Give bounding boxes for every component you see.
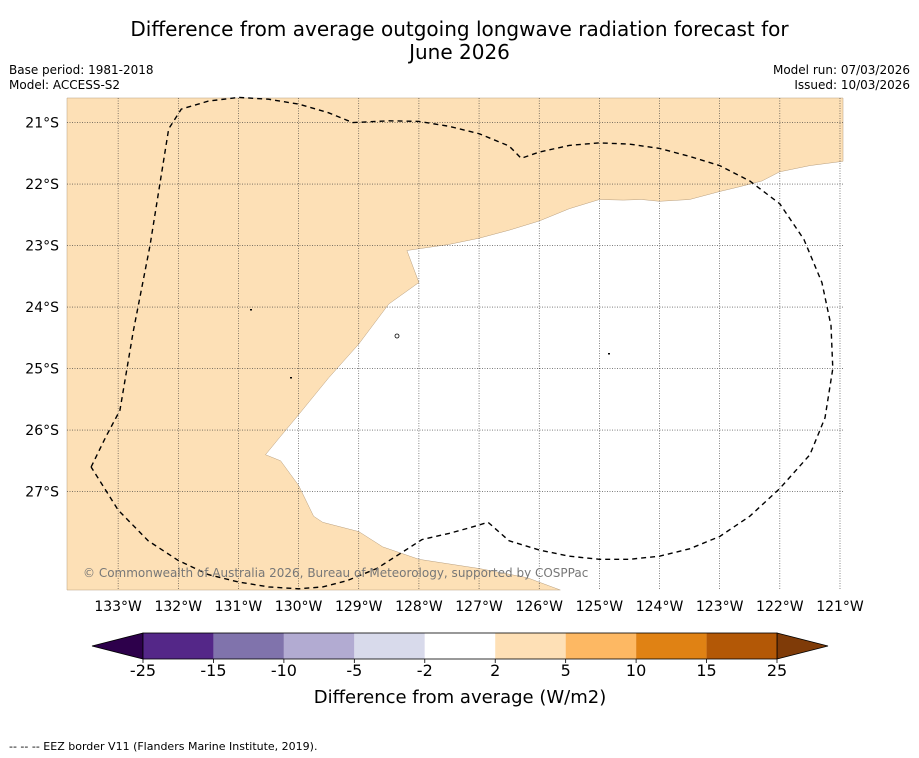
longitude-tick-label: 122°W: [756, 599, 804, 615]
colorbar-tick-label: -2: [417, 661, 433, 680]
title-line-1: Difference from average outgoing longwav…: [130, 17, 789, 41]
longitude-tick-label: 131°W: [215, 599, 263, 615]
latitude-tick-label: 27°S: [25, 485, 59, 501]
latitude-tick-label: 26°S: [25, 423, 59, 439]
colorbar-bin: [424, 633, 496, 659]
island-specks: [250, 309, 610, 379]
longitude-tick-labels: 133°W 132°W 131°W 130°W 129°W 128°W 127°W 126°W…: [94, 599, 864, 615]
colorbar-over-arrow: [776, 632, 829, 660]
anomaly-regions: [66, 97, 844, 591]
latitude-tick-label: 24°S: [25, 300, 59, 316]
colorbar-tick-label: -15: [200, 661, 226, 680]
longitude-tick-label: 128°W: [395, 599, 443, 615]
colorbar-bin: [283, 633, 355, 659]
colorbar-tick-label: 25: [767, 661, 787, 680]
colorbar-bin: [495, 633, 566, 659]
meta-right: Model run: 07/03/2026 Issued: 10/03/2026: [773, 63, 910, 93]
latitude-tick-labels: 21°S 22°S 23°S 24°S 25°S 26°S 27°S: [25, 116, 59, 501]
title-line-2: June 2026: [409, 40, 510, 64]
footnote: -- -- -- EEZ border V11 (Flanders Marine…: [9, 740, 318, 753]
longitude-tick-label: 125°W: [576, 599, 624, 615]
longitude-tick-label: 126°W: [515, 599, 563, 615]
latitude-tick-label: 23°S: [25, 239, 59, 255]
longitude-tick-label: 130°W: [275, 599, 323, 615]
island-speck: [394, 333, 400, 339]
longitude-tick-label: 129°W: [335, 599, 383, 615]
base-period: Base period: 1981-2018: [9, 63, 154, 77]
colorbar-tick-label: 5: [561, 661, 571, 680]
colorbar-tick-label: -10: [271, 661, 297, 680]
model-name: Model: ACCESS-S2: [9, 78, 121, 92]
colorbar-label: Difference from average (W/m2): [314, 687, 606, 708]
colorbar-tick-label: 2: [490, 661, 500, 680]
colorbar-tick-label: -25: [130, 661, 156, 680]
colorbar-under-arrow: [91, 632, 144, 660]
model-run: Model run: 07/03/2026: [772, 63, 910, 77]
island-speck: [290, 377, 292, 379]
longitude-tick-label: 133°W: [94, 599, 142, 615]
colorbar-bin: [213, 633, 284, 659]
latitude-tick-label: 22°S: [25, 177, 59, 193]
colorbar: -25 -15 -10 -5 -2 2 5 10 15 25: [91, 632, 829, 680]
longitude-tick-label: 123°W: [696, 599, 744, 615]
meta-left: Base period: 1981-2018 Model: ACCESS-S2: [9, 63, 154, 93]
map-gridlines: [67, 98, 843, 590]
longitude-tick-label: 124°W: [636, 599, 684, 615]
island-speck: [608, 353, 610, 355]
colorbar-tick-label: 15: [696, 661, 716, 680]
colorbar-bin: [565, 633, 637, 659]
colorbar-tick-label: -5: [346, 661, 362, 680]
latitude-tick-label: 21°S: [25, 116, 59, 132]
colorbar-bin: [143, 633, 214, 659]
issued-date: Issued: 10/03/2026: [794, 78, 910, 92]
chart-title: Difference from average outgoing longwav…: [0, 18, 919, 64]
colorbar-frame: [142, 632, 778, 660]
region-anomaly-2-to-5: [66, 97, 844, 591]
map-figure: © Commonwealth of Australia 2026, Bureau…: [25, 96, 864, 708]
longitude-tick-label: 127°W: [455, 599, 503, 615]
colorbar-tick-label: 10: [626, 661, 646, 680]
colorbar-bin: [706, 633, 777, 659]
latitude-tick-label: 25°S: [25, 362, 59, 378]
eez-border-layer: [90, 96, 834, 590]
eez-border-line: [90, 96, 834, 590]
island-speck: [250, 309, 252, 311]
longitude-tick-label: 121°W: [816, 599, 864, 615]
colorbar-bin: [636, 633, 707, 659]
longitude-tick-label: 132°W: [154, 599, 202, 615]
copyright-text: © Commonwealth of Australia 2026, Bureau…: [83, 566, 588, 580]
colorbar-bin: [354, 633, 425, 659]
